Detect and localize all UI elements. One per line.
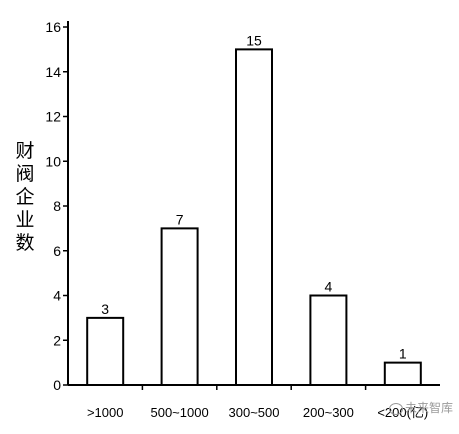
y-tick-label: 2 xyxy=(53,332,61,348)
x-tick-label: 500~1000 xyxy=(150,405,208,420)
y-tick-label: 4 xyxy=(53,288,61,304)
y-tick-label: 16 xyxy=(45,19,61,35)
x-tick-label: 300~500 xyxy=(229,405,280,420)
data-label: 3 xyxy=(101,301,109,317)
x-tick-label: >1000 xyxy=(87,405,124,420)
x-tick-label: 200~300 xyxy=(303,405,354,420)
chat-bubble-icon xyxy=(389,402,403,415)
y-tick-label: 0 xyxy=(53,377,61,393)
y-axis-label: 财阀企业数 xyxy=(15,140,35,254)
data-label: 1 xyxy=(399,346,407,362)
bar xyxy=(86,316,125,386)
y-tick-label: 6 xyxy=(53,243,61,259)
bar xyxy=(383,361,422,386)
bar xyxy=(235,48,273,386)
bar xyxy=(309,294,348,386)
bar xyxy=(160,227,199,386)
watermark: 未来智库 xyxy=(389,399,453,416)
y-tick-label: 8 xyxy=(53,198,61,214)
data-label: 7 xyxy=(176,211,184,227)
data-label: 4 xyxy=(325,279,333,295)
y-tick-label: 14 xyxy=(45,64,61,80)
watermark-text: 未来智库 xyxy=(405,401,454,415)
y-tick-label: 12 xyxy=(45,109,61,125)
data-label: 15 xyxy=(246,32,262,48)
y-tick-label: 10 xyxy=(45,153,61,169)
